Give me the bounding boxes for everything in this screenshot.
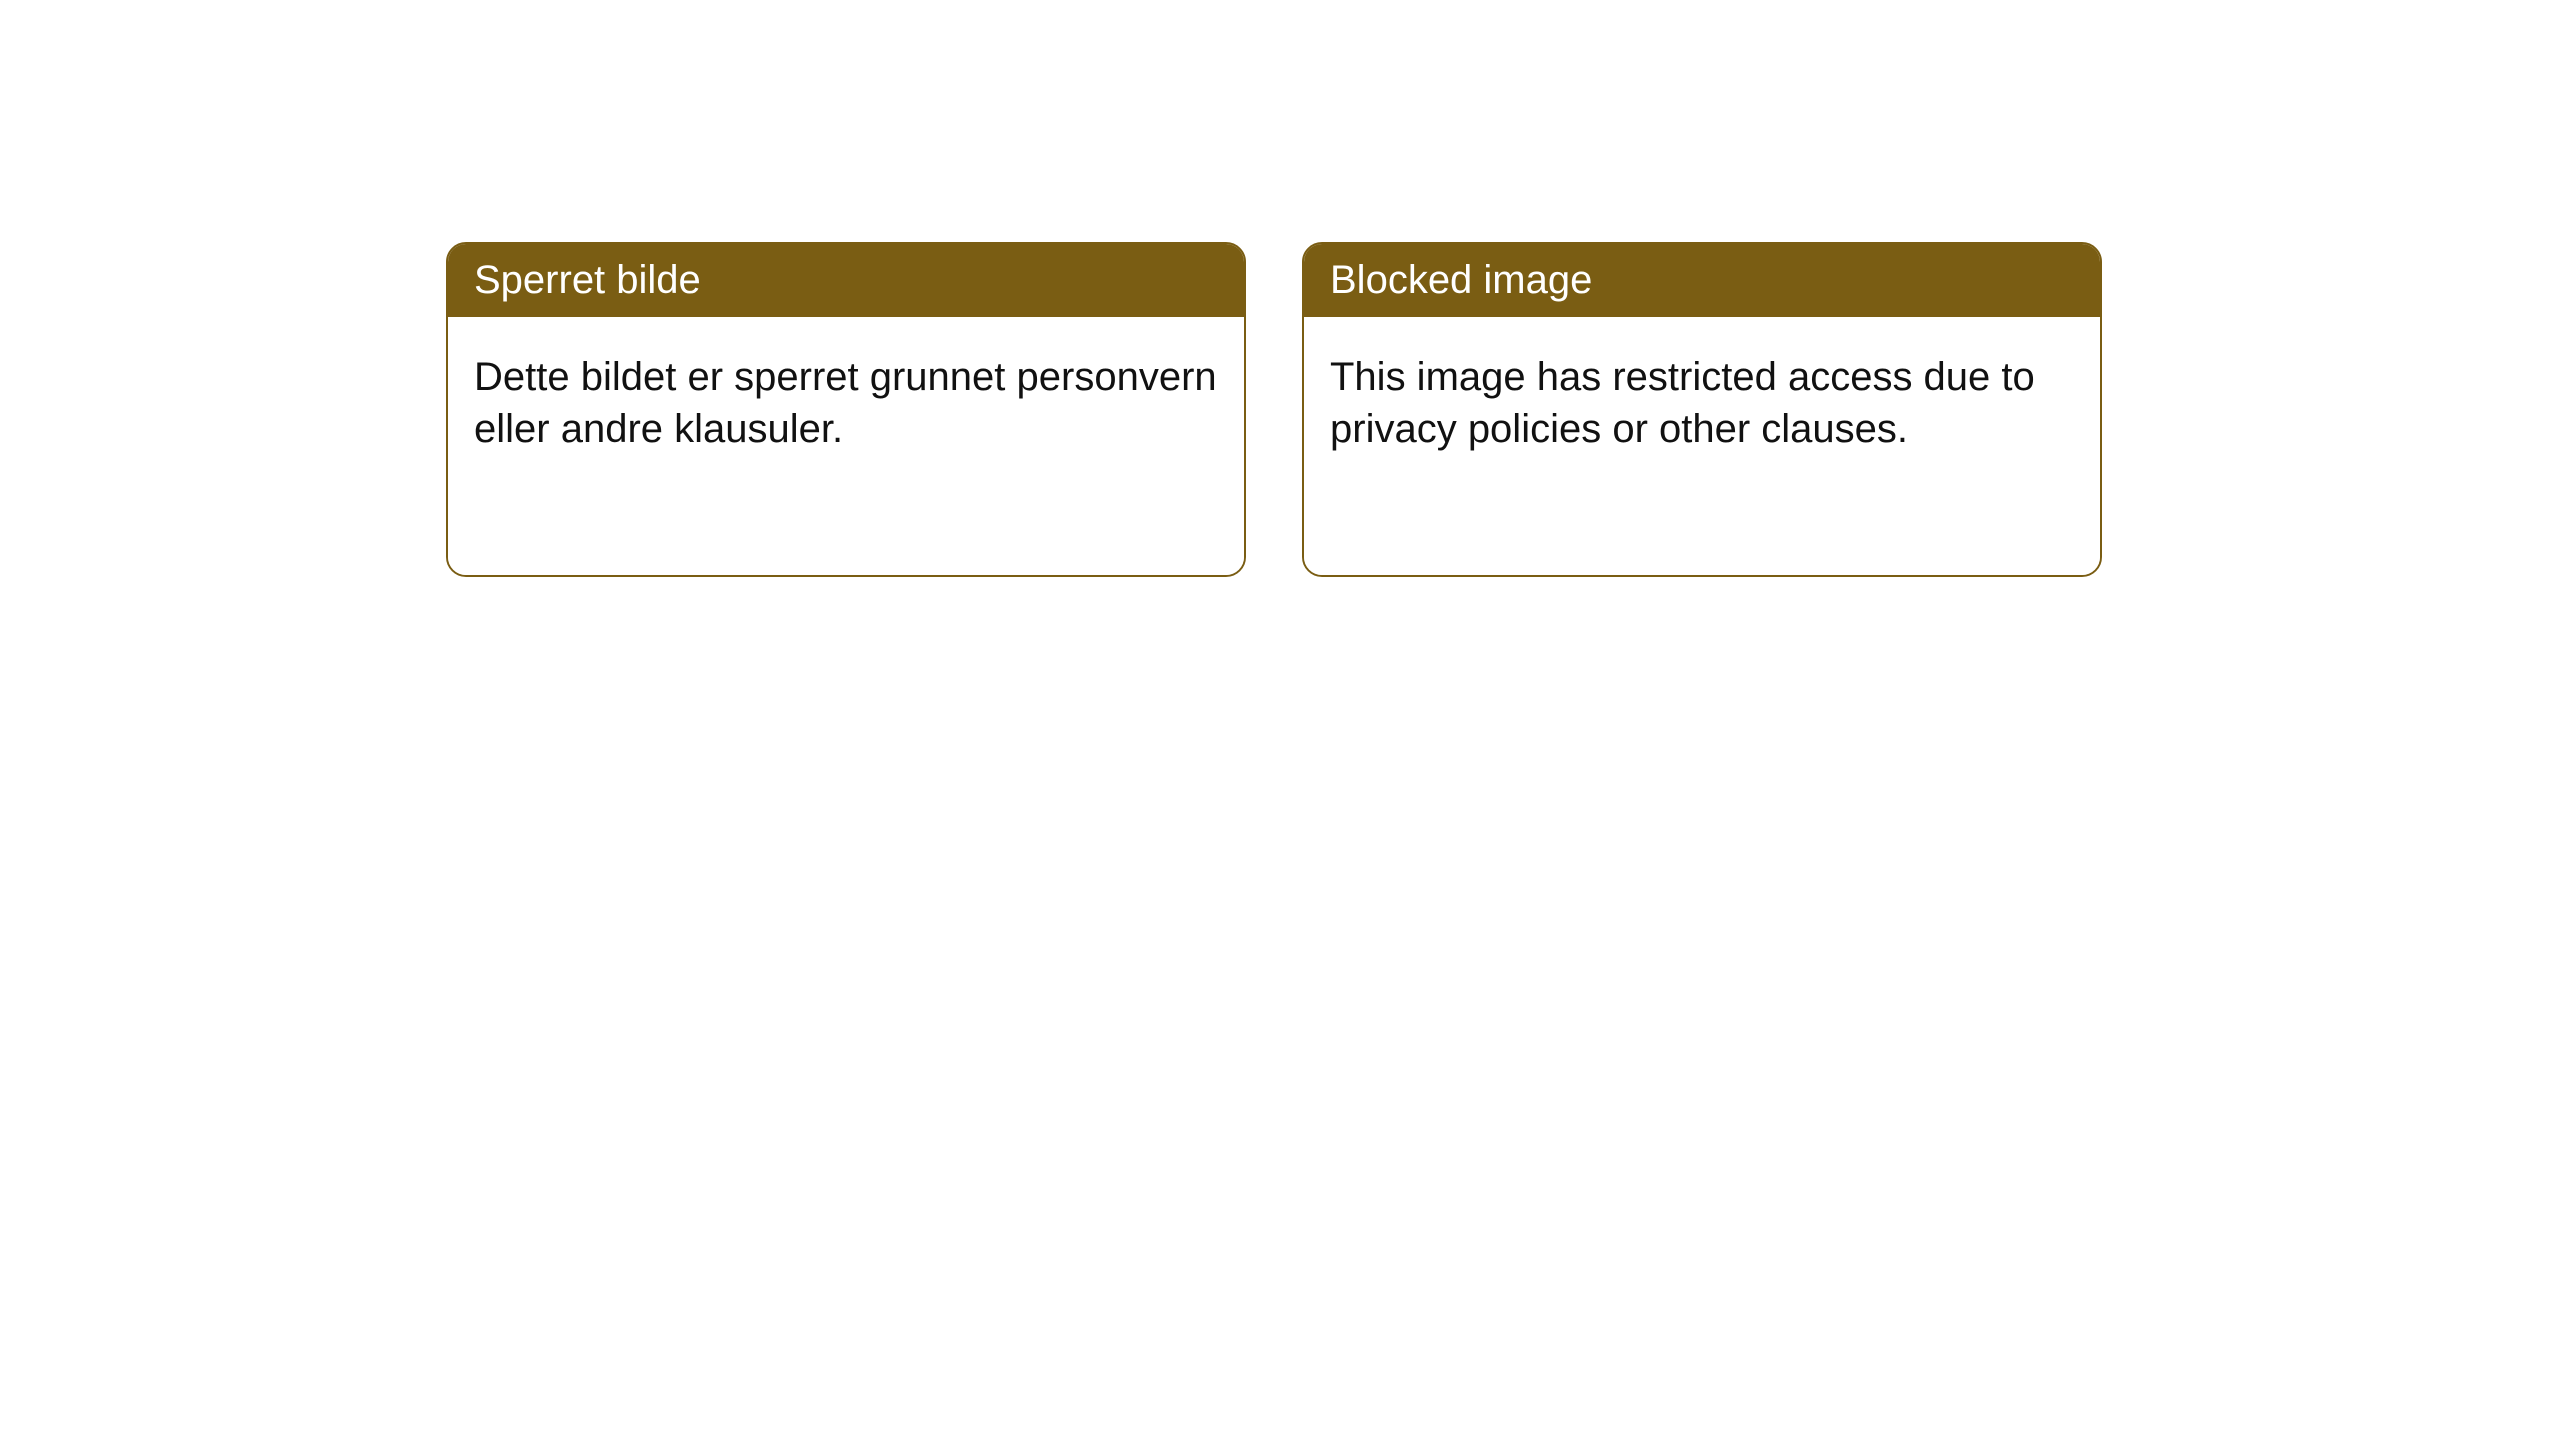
notice-body-text: This image has restricted access due to … — [1330, 355, 2035, 451]
notice-card-english: Blocked image This image has restricted … — [1302, 242, 2102, 577]
notice-title: Blocked image — [1330, 258, 1592, 302]
notice-body-text: Dette bildet er sperret grunnet personve… — [474, 355, 1217, 451]
notice-title: Sperret bilde — [474, 258, 701, 302]
notice-card-norwegian: Sperret bilde Dette bildet er sperret gr… — [446, 242, 1246, 577]
notice-body: This image has restricted access due to … — [1304, 317, 2100, 575]
notice-body: Dette bildet er sperret grunnet personve… — [448, 317, 1244, 575]
notice-header: Sperret bilde — [448, 244, 1244, 317]
notice-container: Sperret bilde Dette bildet er sperret gr… — [446, 242, 2102, 577]
notice-header: Blocked image — [1304, 244, 2100, 317]
